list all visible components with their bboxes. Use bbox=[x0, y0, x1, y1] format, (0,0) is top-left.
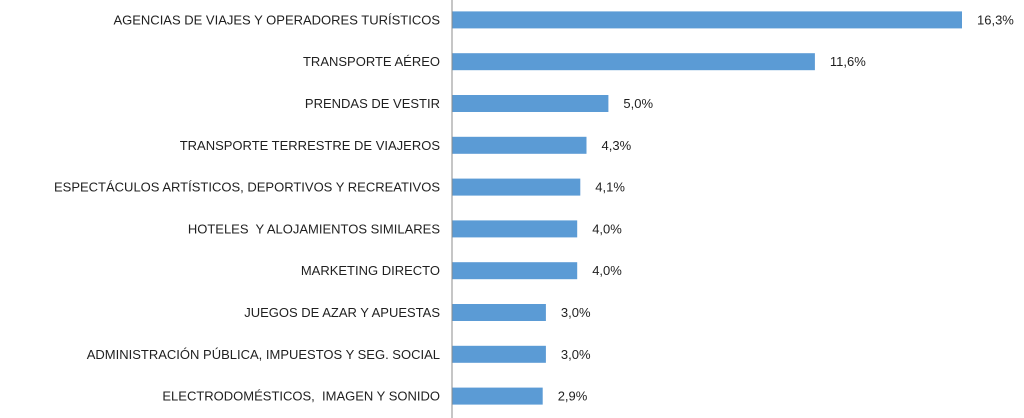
category-label: TRANSPORTE AÉREO bbox=[303, 54, 440, 69]
category-label: PRENDAS DE VESTIR bbox=[305, 96, 440, 111]
value-label: 4,0% bbox=[592, 263, 622, 278]
value-label: 3,0% bbox=[561, 347, 591, 362]
bars-group bbox=[452, 11, 962, 405]
category-labels: AGENCIAS DE VIAJES Y OPERADORES TURÍSTIC… bbox=[54, 12, 440, 403]
bar bbox=[452, 220, 578, 238]
bar bbox=[452, 136, 587, 154]
bar bbox=[452, 178, 581, 196]
category-label: TRANSPORTE TERRESTRE DE VIAJEROS bbox=[180, 138, 441, 153]
category-label: ESPECTÁCULOS ARTÍSTICOS, DEPORTIVOS Y RE… bbox=[54, 180, 440, 195]
value-label: 4,3% bbox=[602, 138, 632, 153]
bar bbox=[452, 95, 609, 112]
bar bbox=[452, 345, 546, 363]
category-label: AGENCIAS DE VIAJES Y OPERADORES TURÍSTIC… bbox=[113, 12, 440, 27]
category-label: MARKETING DIRECTO bbox=[301, 263, 440, 278]
value-label: 5,0% bbox=[623, 96, 653, 111]
value-labels: 16,3% 11,6% 5,0% 4,3% 4,1% 4,0% 4,0% 3,0% 3,0% 2,… bbox=[558, 12, 1015, 403]
bar bbox=[452, 304, 546, 321]
value-label: 11,6% bbox=[830, 54, 866, 69]
bar bbox=[452, 262, 578, 280]
category-label: ADMINISTRACIÓN PÚBLICA, IMPUESTOS Y SEG.… bbox=[87, 347, 440, 362]
category-label: JUEGOS DE AZAR Y APUESTAS bbox=[244, 305, 440, 320]
value-label: 3,0% bbox=[561, 305, 591, 320]
category-label: ELECTRODOMÉSTICOS, IMAGEN Y SONIDO bbox=[162, 389, 440, 404]
value-label: 2,9% bbox=[558, 389, 588, 404]
value-label: 4,0% bbox=[592, 221, 622, 236]
value-label: 16,3% bbox=[977, 12, 1014, 27]
value-label: 4,1% bbox=[595, 180, 625, 195]
bar bbox=[452, 387, 543, 405]
bar bbox=[452, 11, 962, 29]
bar bbox=[452, 53, 815, 71]
category-label: HOTELES Y ALOJAMIENTOS SIMILARES bbox=[188, 221, 440, 236]
